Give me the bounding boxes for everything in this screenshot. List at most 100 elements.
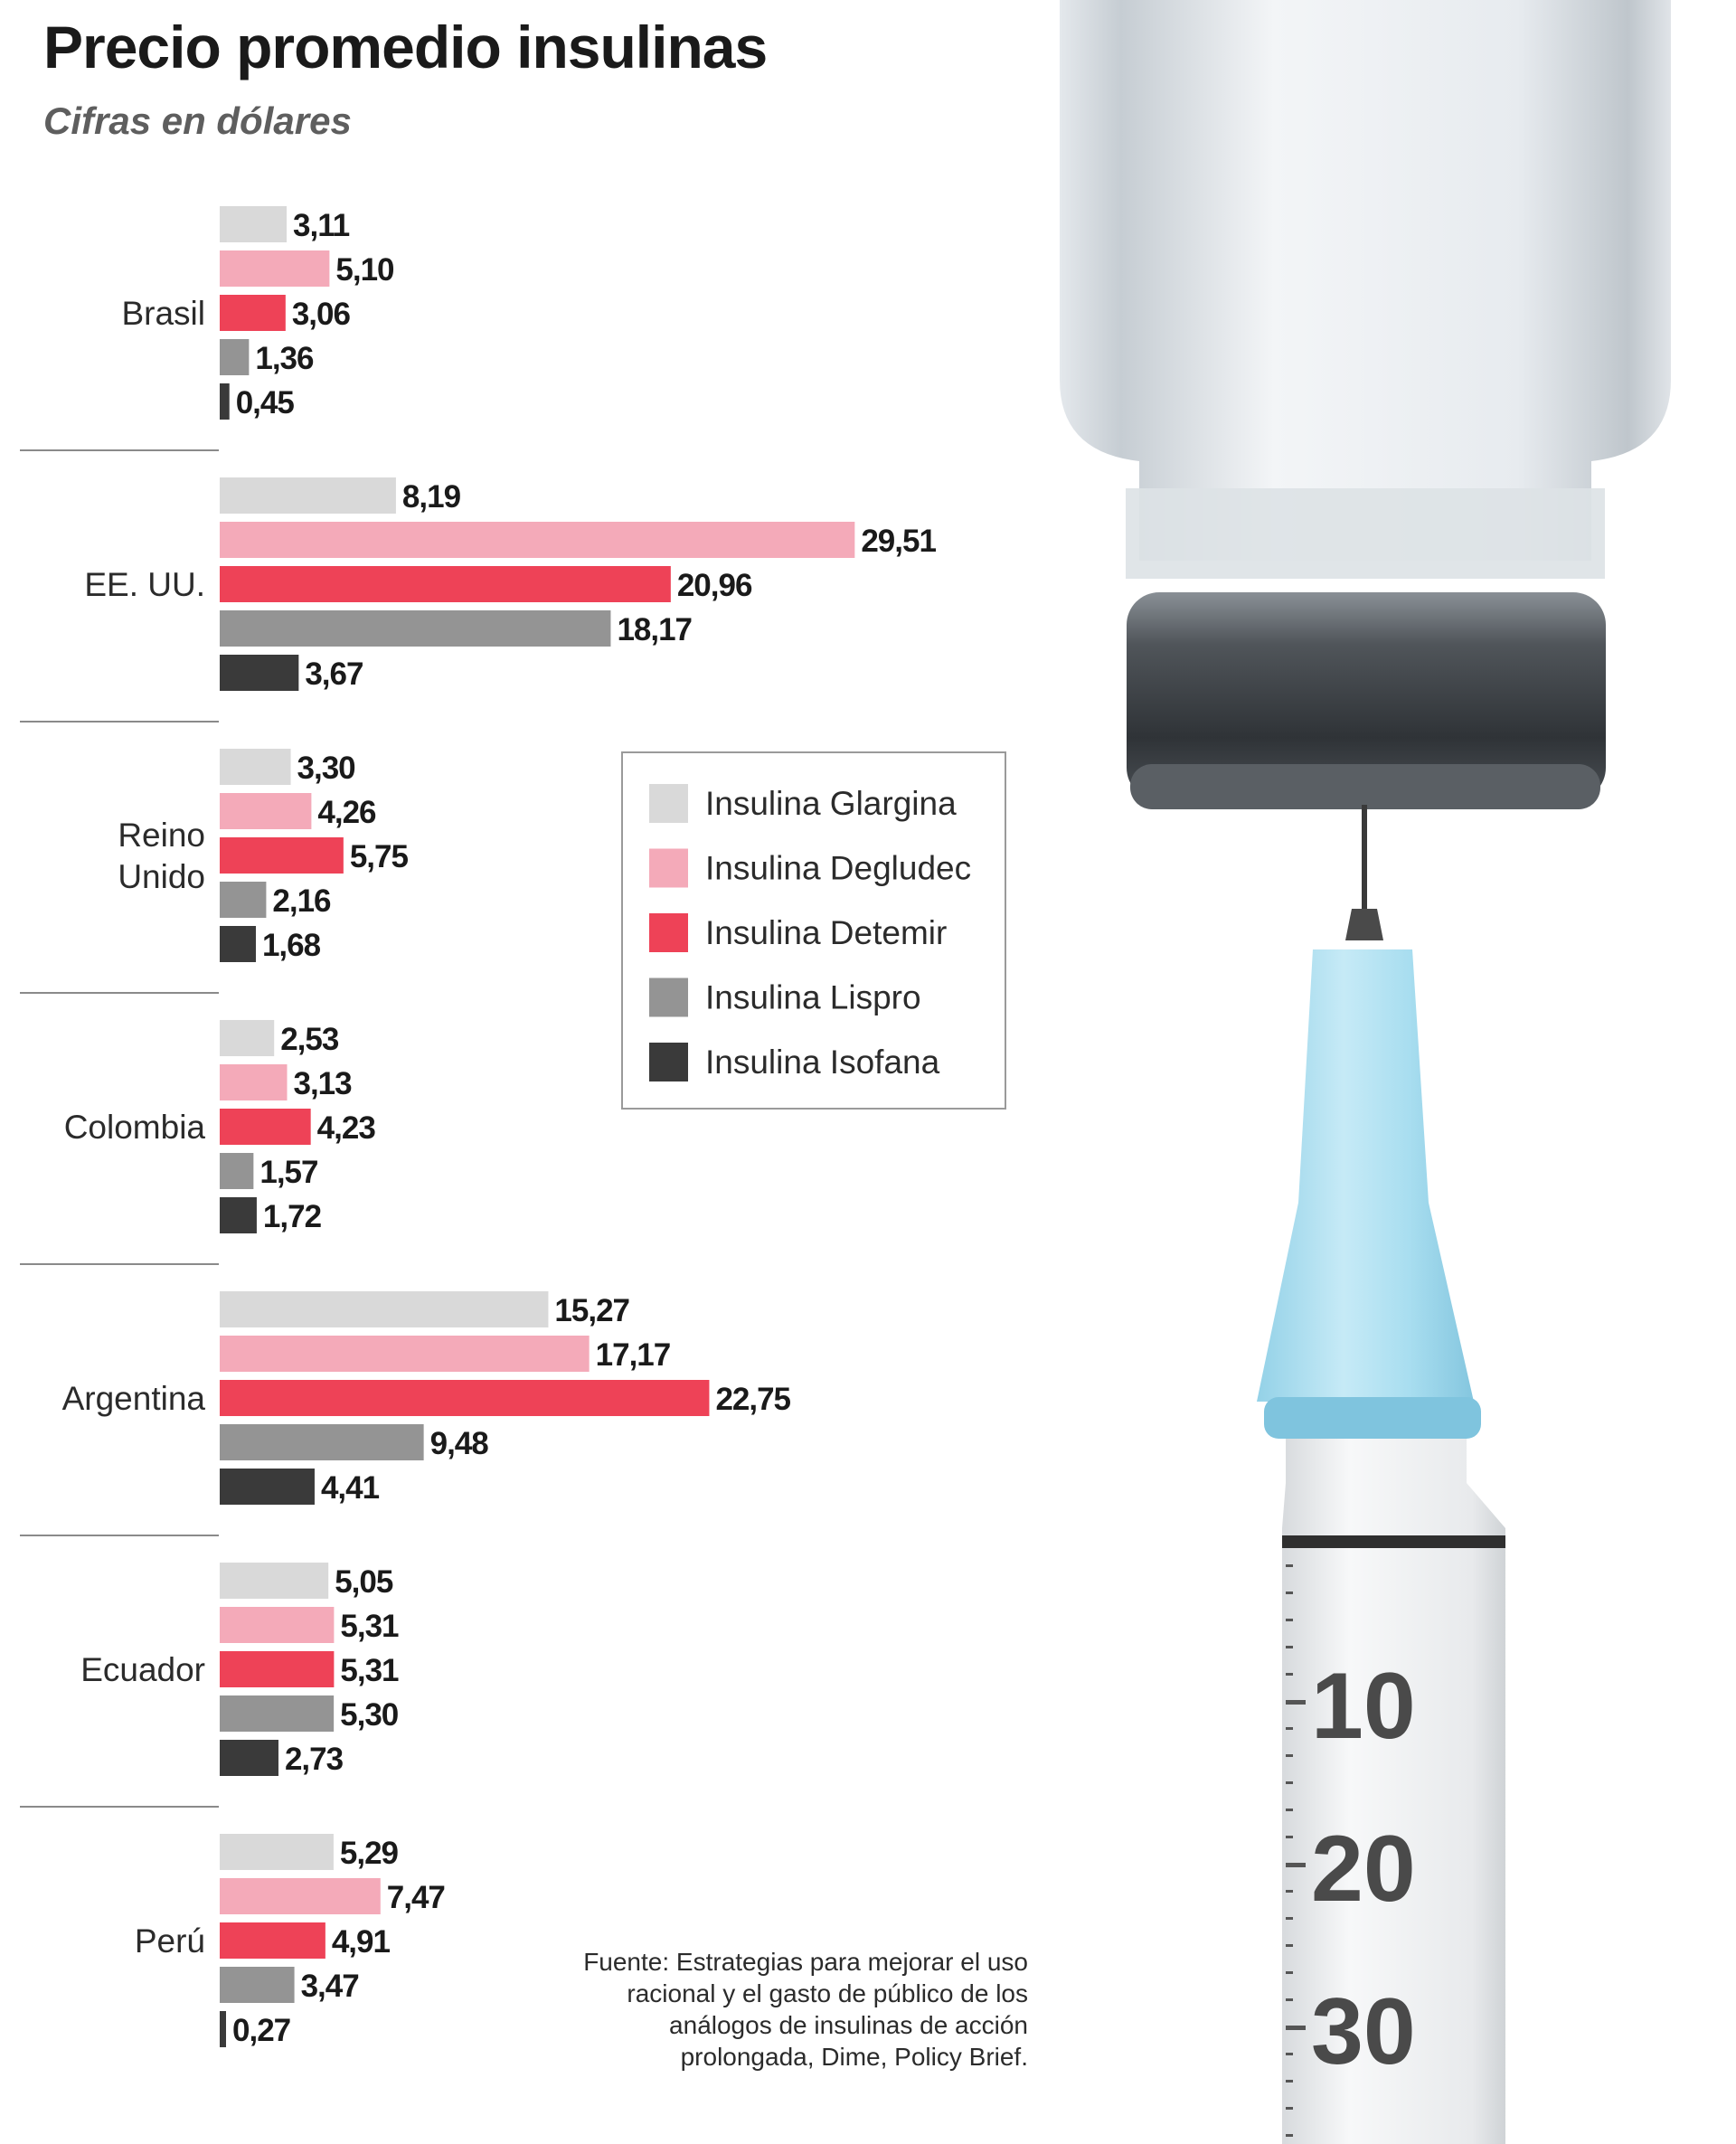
data-label: 2,73 — [285, 1742, 344, 1777]
bar — [220, 1740, 278, 1776]
bar — [220, 1834, 334, 1870]
data-label: 4,23 — [317, 1110, 376, 1146]
data-label: 8,19 — [402, 479, 461, 515]
category-label: Ecuador — [80, 1651, 205, 1688]
legend-label: Insulina Lispro — [705, 979, 921, 1016]
syringe-scale-20: 20 — [1311, 1817, 1416, 1922]
data-label: 1,57 — [259, 1155, 317, 1190]
bar — [220, 1695, 335, 1732]
legend-swatch — [649, 1043, 688, 1081]
source-note: Fuente: Estrategias para mejorar el uso … — [583, 1948, 1028, 2071]
data-label: 22,75 — [715, 1382, 790, 1417]
category-label: Colombia — [64, 1109, 206, 1146]
data-label: 4,41 — [321, 1470, 380, 1506]
data-label: 3,13 — [293, 1066, 352, 1101]
legend-label: Insulina Detemir — [705, 914, 947, 951]
category-label: Unido — [118, 858, 205, 895]
bar — [220, 1109, 311, 1145]
vial-icon — [1060, 0, 1671, 809]
syringe-hub-icon — [1257, 949, 1481, 1439]
bar — [220, 1607, 335, 1643]
data-label: 1,36 — [255, 341, 314, 376]
data-label: 3,06 — [292, 297, 351, 332]
syringe-scale-30: 30 — [1311, 1979, 1416, 2084]
bar — [220, 522, 855, 558]
syringe-barrel-icon: 10 20 30 — [1282, 1439, 1505, 2144]
syringe-vial-illustration: 10 20 30 — [1060, 0, 1671, 2144]
bar — [220, 1197, 257, 1233]
bar — [220, 1424, 424, 1460]
data-label: 7,47 — [387, 1880, 445, 1915]
bar — [220, 1967, 295, 2003]
bar — [220, 793, 312, 829]
data-label: 2,53 — [280, 1022, 339, 1057]
category-label: Argentina — [62, 1380, 206, 1417]
bar — [220, 383, 230, 420]
data-label: 0,45 — [236, 385, 295, 420]
bar — [220, 1064, 288, 1100]
chart-subtitle: Cifras en dólares — [43, 99, 352, 142]
bar — [220, 1336, 590, 1372]
legend-swatch — [649, 978, 688, 1017]
bar — [220, 926, 256, 962]
category-label: Brasil — [121, 295, 205, 332]
category-label: Reino — [118, 817, 205, 854]
data-label: 5,05 — [335, 1564, 393, 1600]
bar — [220, 250, 330, 287]
data-label: 29,51 — [861, 524, 936, 559]
data-label: 5,10 — [335, 252, 394, 288]
bar — [220, 206, 288, 242]
bar — [220, 2011, 226, 2047]
data-label: 1,72 — [263, 1199, 322, 1234]
data-label: 15,27 — [554, 1293, 629, 1328]
data-label: 3,67 — [305, 656, 363, 692]
data-label: 2,16 — [272, 883, 331, 919]
data-label: 5,30 — [340, 1697, 399, 1733]
data-label: 17,17 — [596, 1337, 671, 1373]
data-label: 18,17 — [617, 612, 692, 647]
data-label: 4,91 — [332, 1924, 391, 1960]
legend-swatch — [649, 848, 688, 888]
legend-label: Insulina Isofana — [705, 1044, 940, 1081]
bar — [220, 1291, 549, 1327]
bar — [220, 1020, 275, 1056]
data-label: 5,31 — [340, 1653, 399, 1688]
bar — [220, 882, 267, 918]
bar-chart: Brasil 3,11 5,10 3,06 1,36 0,45 EE. UU. 8,19 29,… — [20, 206, 1006, 2048]
data-label: 5,75 — [350, 839, 409, 874]
bar — [220, 1153, 254, 1189]
data-label: 3,30 — [297, 751, 356, 786]
bar — [220, 477, 396, 514]
bar — [220, 610, 611, 647]
bar — [220, 837, 344, 874]
data-label: 3,47 — [301, 1969, 359, 2004]
data-label: 0,27 — [232, 2013, 290, 2048]
category-label: Perú — [135, 1922, 205, 1960]
data-label: 5,31 — [340, 1609, 399, 1644]
bar — [220, 1651, 335, 1687]
legend-swatch — [649, 784, 688, 823]
category-label: EE. UU. — [84, 566, 205, 603]
data-label: 20,96 — [677, 568, 752, 603]
data-label: 9,48 — [430, 1426, 489, 1461]
legend-label: Insulina Glargina — [705, 785, 957, 822]
legend-swatch — [649, 913, 688, 952]
bar — [220, 1563, 329, 1599]
bar — [220, 339, 250, 375]
syringe-scale-10: 10 — [1311, 1654, 1416, 1759]
data-label: 3,11 — [293, 208, 350, 243]
bar — [220, 1380, 710, 1416]
bar — [220, 1922, 326, 1959]
bar — [220, 749, 291, 785]
data-label: 1,68 — [262, 928, 321, 963]
data-label: 4,26 — [317, 795, 376, 830]
bar — [220, 1878, 381, 1914]
data-label: 5,29 — [340, 1836, 399, 1871]
bar — [220, 295, 286, 331]
chart-title: Precio promedio insulinas — [43, 14, 768, 80]
legend-label: Insulina Degludec — [705, 850, 971, 887]
bar — [220, 655, 299, 691]
bar — [220, 566, 671, 602]
needle-icon — [1345, 805, 1383, 940]
bar — [220, 1469, 315, 1505]
